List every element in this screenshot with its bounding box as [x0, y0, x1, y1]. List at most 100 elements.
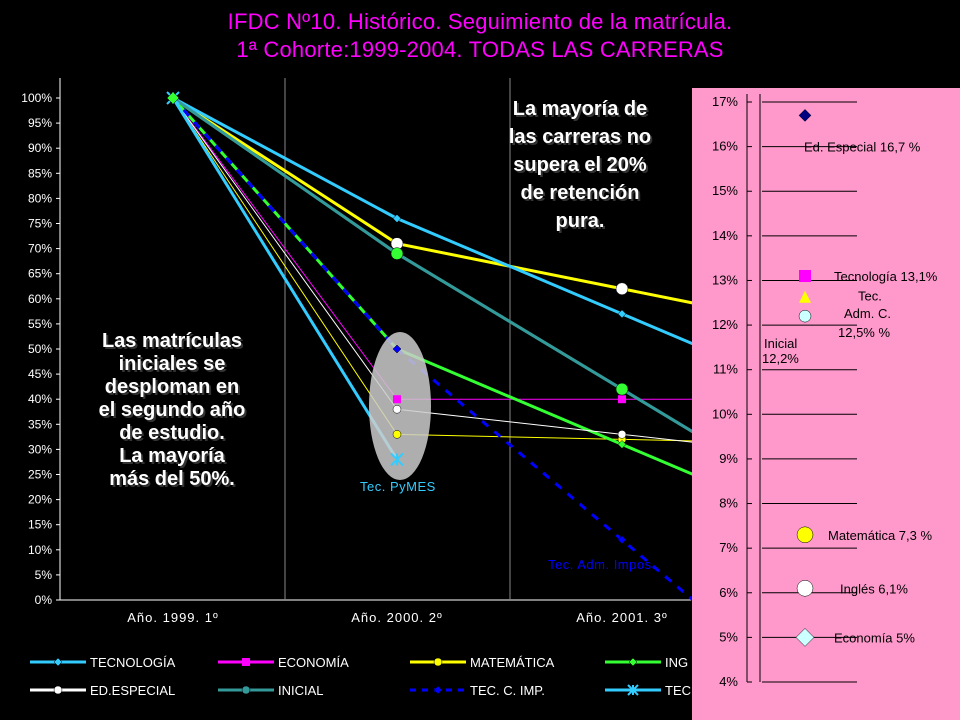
point-7-1	[390, 452, 404, 467]
y-tick-label-1: 5%	[35, 568, 53, 582]
panel-point-0	[798, 109, 812, 122]
note-right-line-1: las carreras no	[508, 126, 652, 148]
y-tick-label-17: 85%	[28, 166, 52, 180]
panel-label-tec-adm-3: 12,5% %	[838, 325, 890, 340]
y-tick-label-13: 65%	[28, 267, 52, 281]
legend-label-6: TEC. C. IMP.	[470, 683, 545, 698]
panel-label-ed-especial: Ed. Especial 16,7 %	[804, 139, 921, 154]
panel-y-tick-4: 8%	[719, 496, 738, 511]
panel-y-tick-8: 12%	[712, 317, 738, 332]
point-1-1	[393, 395, 401, 404]
panel-y-tick-11: 15%	[712, 183, 738, 198]
panel-point-2	[799, 290, 811, 303]
note-right-line-2: supera el 20%	[513, 154, 647, 176]
y-tick-label-6: 30%	[28, 442, 52, 456]
legend-marker-5	[241, 685, 251, 695]
y-tick-label-11: 55%	[28, 317, 52, 331]
y-tick-label-20: 100%	[21, 91, 52, 105]
bigpoint-0-2	[615, 282, 629, 296]
y-tick-label-0: 0%	[35, 593, 53, 607]
legend-label-3: ING	[665, 655, 688, 670]
panel-y-tick-2: 6%	[719, 585, 738, 600]
panel-label-ingles: Inglés 6,1%	[840, 581, 908, 596]
note-left-line-3: el segundo año	[98, 399, 246, 421]
panel-label-inicial-1: Inicial	[764, 336, 797, 351]
label-tec-pymes: Tec. PyMES	[360, 479, 436, 494]
legend-marker-6	[433, 685, 443, 695]
legend-item-1: ECONOMÍA	[218, 655, 349, 670]
x-tick-label-1: Año. 2000. 2º	[351, 610, 442, 625]
bigpoint-1-1	[390, 247, 404, 260]
point-6-1	[392, 344, 402, 354]
y-tick-label-4: 20%	[28, 493, 52, 507]
y-tick-label-9: 45%	[28, 367, 52, 381]
point-1-2	[618, 395, 626, 404]
point-2-1	[392, 430, 402, 439]
start-point	[166, 91, 180, 105]
x-tick-label-2: Año. 2001. 3º	[576, 610, 667, 625]
panel-y-tick-5: 9%	[719, 451, 738, 466]
legend-item-2: MATEMÁTICA	[410, 655, 555, 670]
panel-label-inicial-2: 12,2%	[762, 351, 799, 366]
panel-y-tick-13: 17%	[712, 94, 738, 109]
legend-label-4: ED.ESPECIAL	[90, 683, 175, 698]
note-left-line-5: La mayoría	[119, 445, 225, 467]
y-tick-label-10: 50%	[28, 342, 52, 356]
y-tick-label-14: 70%	[28, 242, 52, 256]
legend-item-7: TEC	[605, 683, 691, 698]
legend-marker-1	[242, 658, 250, 666]
note-right-line-4: pura.	[555, 210, 605, 232]
series-line-6	[171, 97, 692, 602]
label-tec-adm-impos: Tec. Adm. Impos.	[548, 557, 656, 572]
y-tick-label-12: 60%	[28, 292, 52, 306]
legend-item-5: INICIAL	[218, 683, 324, 698]
panel-y-tick-9: 13%	[712, 272, 738, 287]
note-left: Las matrículas iniciales se desploman en el…	[72, 330, 272, 491]
series-line-5	[172, 96, 692, 434]
panel-label-tecnologia: Tecnología 13,1%	[834, 269, 938, 284]
point-0-1	[392, 214, 402, 223]
panel-y-tick-6: 10%	[712, 406, 738, 421]
panel-y-tick-3: 7%	[719, 540, 738, 555]
y-tick-label-19: 95%	[28, 116, 52, 130]
series-line-3	[171, 97, 692, 476]
legend-label-2: MATEMÁTICA	[470, 655, 555, 670]
legend-item-6: TEC. C. IMP.	[410, 683, 545, 698]
title-line-1: IFDC Nº10. Histórico. Seguimiento de la …	[227, 9, 733, 34]
legend-marker-0	[53, 657, 63, 667]
y-tick-label-16: 80%	[28, 191, 52, 205]
panel-label-tec-adm-1: Tec.	[858, 288, 882, 303]
retention-scatter: 4% 5% 6% 7% 8% 9% 10% 11% 12% 13% 14% 15% 16% 17% Ed. …	[712, 94, 938, 689]
highlight-oval	[369, 332, 431, 480]
point-3-2	[617, 440, 627, 449]
legend-marker-7	[627, 684, 639, 696]
panel-point-5	[796, 580, 814, 597]
panel-point-1	[799, 270, 811, 282]
note-left-line-0: Las matrículas	[101, 330, 243, 352]
panel-y-tick-7: 11%	[713, 362, 738, 377]
retention-panel: 4% 5% 6% 7% 8% 9% 10% 11% 12% 13% 14% 15% 16% 17% Ed. …	[692, 88, 960, 720]
panel-point-3	[798, 309, 812, 323]
y-tick-label-18: 90%	[28, 141, 52, 155]
legend-item-3: ING	[605, 655, 688, 670]
legend-label-0: TECNOLOGÍA	[90, 655, 176, 670]
note-left-line-2: desploman en	[104, 376, 240, 398]
series-line-7	[171, 97, 399, 461]
panel-y-tick-10: 14%	[712, 228, 738, 243]
panel-y-tick-12: 16%	[712, 139, 738, 154]
panel-label-economia: Economía 5%	[834, 630, 915, 645]
note-left-line-1: iniciales se	[118, 353, 226, 375]
series-group	[171, 96, 692, 602]
panel-point-4	[796, 526, 814, 544]
series-line-4	[172, 97, 692, 443]
panel-y-tick-0: 4%	[719, 674, 738, 689]
panel-label-matematica: Matemática 7,3 %	[828, 528, 932, 543]
legend-marker-4	[53, 685, 63, 695]
y-tick-label-15: 75%	[28, 217, 52, 231]
series-line-0	[172, 96, 692, 346]
x-tick-label-0: Año. 1999. 1º	[127, 610, 218, 625]
panel-y-tick-1: 5%	[719, 629, 738, 644]
point-0-2	[617, 309, 627, 319]
title-line-2: 1ª Cohorte:1999-2004. TODAS LAS CARRERAS	[236, 37, 724, 62]
series-line-2	[172, 97, 692, 442]
